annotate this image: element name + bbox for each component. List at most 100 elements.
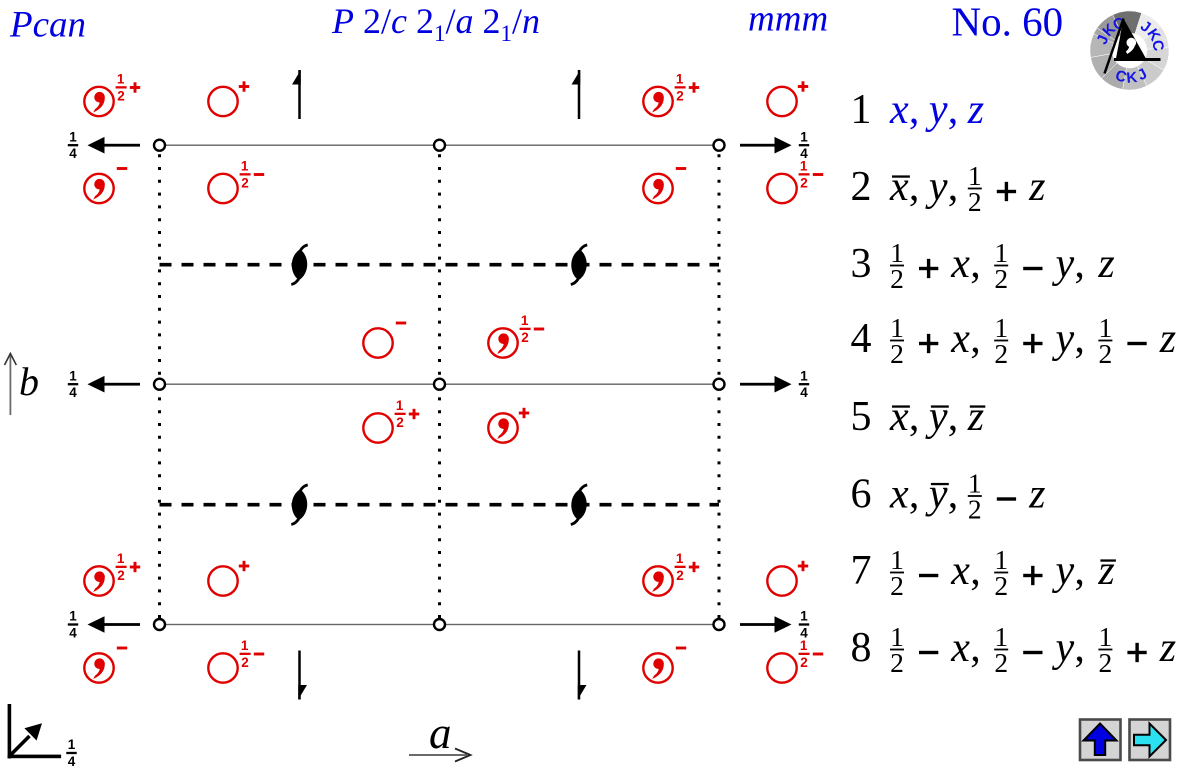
svg-text:4: 4 bbox=[800, 146, 808, 161]
svg-text:2: 2 bbox=[890, 570, 904, 601]
svg-text:K: K bbox=[1126, 69, 1138, 87]
svg-text:,: , bbox=[909, 472, 920, 518]
svg-text:,: , bbox=[948, 164, 959, 210]
svg-text:1: 1 bbox=[800, 129, 808, 144]
svg-text:1: 1 bbox=[851, 87, 872, 133]
svg-text:x: x bbox=[889, 87, 909, 133]
svg-text:No. 60: No. 60 bbox=[952, 0, 1064, 45]
svg-text:2: 2 bbox=[521, 330, 529, 345]
svg-text:1: 1 bbox=[994, 312, 1008, 343]
svg-text:1: 1 bbox=[676, 72, 684, 87]
svg-text:2: 2 bbox=[890, 647, 904, 678]
svg-text:2: 2 bbox=[396, 415, 404, 430]
svg-text:1: 1 bbox=[241, 159, 249, 174]
svg-text:z: z bbox=[967, 394, 984, 440]
svg-text:,: , bbox=[1074, 316, 1085, 362]
svg-text:1: 1 bbox=[117, 551, 125, 566]
svg-text:x: x bbox=[950, 316, 970, 362]
svg-text:2: 2 bbox=[241, 176, 249, 191]
svg-text:,: , bbox=[909, 394, 920, 440]
svg-text:7: 7 bbox=[851, 548, 872, 594]
svg-text:2: 2 bbox=[851, 164, 872, 210]
svg-text:2: 2 bbox=[800, 176, 808, 191]
svg-text:y: y bbox=[925, 472, 948, 518]
svg-text:2: 2 bbox=[994, 570, 1008, 601]
svg-text:y: y bbox=[1052, 316, 1075, 362]
svg-text:2: 2 bbox=[676, 568, 684, 583]
svg-text:x: x bbox=[950, 241, 970, 287]
svg-text:,: , bbox=[909, 164, 920, 210]
svg-text:y: y bbox=[1052, 241, 1075, 287]
svg-text:x: x bbox=[950, 548, 970, 594]
svg-text:1: 1 bbox=[994, 544, 1008, 575]
svg-text:1: 1 bbox=[968, 160, 982, 191]
svg-text:x: x bbox=[889, 472, 909, 518]
svg-text:4: 4 bbox=[68, 754, 76, 769]
svg-text:1: 1 bbox=[1099, 312, 1113, 343]
svg-text:1: 1 bbox=[1099, 621, 1113, 652]
svg-text:z: z bbox=[1097, 548, 1114, 594]
svg-text:1: 1 bbox=[676, 551, 684, 566]
svg-text:1: 1 bbox=[521, 313, 529, 328]
svg-text:2: 2 bbox=[890, 338, 904, 369]
svg-text:2: 2 bbox=[241, 655, 249, 670]
svg-text:y: y bbox=[1052, 548, 1075, 594]
svg-text:y: y bbox=[1052, 625, 1075, 671]
svg-text:z: z bbox=[1028, 164, 1045, 210]
svg-text:1: 1 bbox=[890, 237, 904, 268]
svg-text:1: 1 bbox=[241, 638, 249, 653]
svg-text:2: 2 bbox=[968, 494, 982, 525]
svg-text:y: y bbox=[925, 164, 948, 210]
svg-text:1: 1 bbox=[994, 237, 1008, 268]
svg-text:2: 2 bbox=[994, 263, 1008, 294]
svg-text:1: 1 bbox=[69, 609, 77, 624]
svg-text:1: 1 bbox=[117, 72, 125, 87]
svg-text:a: a bbox=[429, 708, 452, 758]
svg-text:2: 2 bbox=[968, 186, 982, 217]
svg-text:,: , bbox=[970, 548, 981, 594]
svg-text:2: 2 bbox=[676, 89, 684, 104]
svg-text:5: 5 bbox=[851, 394, 872, 440]
svg-text:,: , bbox=[948, 87, 959, 133]
svg-text:1: 1 bbox=[890, 621, 904, 652]
svg-text:2: 2 bbox=[1099, 338, 1113, 369]
svg-text:C: C bbox=[1113, 67, 1129, 87]
svg-text:1: 1 bbox=[968, 468, 982, 499]
svg-text:,: , bbox=[970, 241, 981, 287]
svg-text:,: , bbox=[970, 316, 981, 362]
svg-text:2: 2 bbox=[1099, 647, 1113, 678]
svg-text:2: 2 bbox=[994, 338, 1008, 369]
svg-text:x: x bbox=[889, 394, 909, 440]
svg-text:4: 4 bbox=[800, 626, 808, 641]
svg-text:1: 1 bbox=[800, 609, 808, 624]
svg-text:1: 1 bbox=[800, 638, 808, 653]
svg-text:mmm: mmm bbox=[748, 0, 828, 40]
svg-text:z: z bbox=[1159, 625, 1176, 671]
svg-text:4: 4 bbox=[800, 385, 808, 400]
svg-text:,: , bbox=[948, 394, 959, 440]
svg-text:z: z bbox=[1097, 241, 1114, 287]
svg-text:y: y bbox=[925, 87, 948, 133]
svg-text:1: 1 bbox=[69, 129, 77, 144]
svg-text:y: y bbox=[925, 394, 948, 440]
svg-text:4: 4 bbox=[69, 385, 77, 400]
svg-text:z: z bbox=[967, 87, 984, 133]
svg-text:4: 4 bbox=[69, 146, 77, 161]
svg-text:2: 2 bbox=[890, 263, 904, 294]
svg-text:6: 6 bbox=[851, 472, 872, 518]
svg-text:1: 1 bbox=[890, 312, 904, 343]
svg-text:1: 1 bbox=[800, 368, 808, 383]
svg-text:,: , bbox=[948, 472, 959, 518]
svg-text:1: 1 bbox=[800, 159, 808, 174]
svg-text:Pcan: Pcan bbox=[9, 5, 86, 46]
svg-text:b: b bbox=[19, 359, 39, 404]
svg-text:,: , bbox=[1074, 625, 1085, 671]
svg-text:x: x bbox=[950, 625, 970, 671]
svg-text:,: , bbox=[909, 87, 920, 133]
svg-text:2: 2 bbox=[994, 647, 1008, 678]
svg-text:1: 1 bbox=[68, 737, 76, 752]
svg-text:,: , bbox=[1074, 241, 1085, 287]
svg-text:C: C bbox=[1148, 39, 1167, 53]
svg-text:z: z bbox=[1028, 472, 1045, 518]
svg-text:2: 2 bbox=[117, 568, 125, 583]
